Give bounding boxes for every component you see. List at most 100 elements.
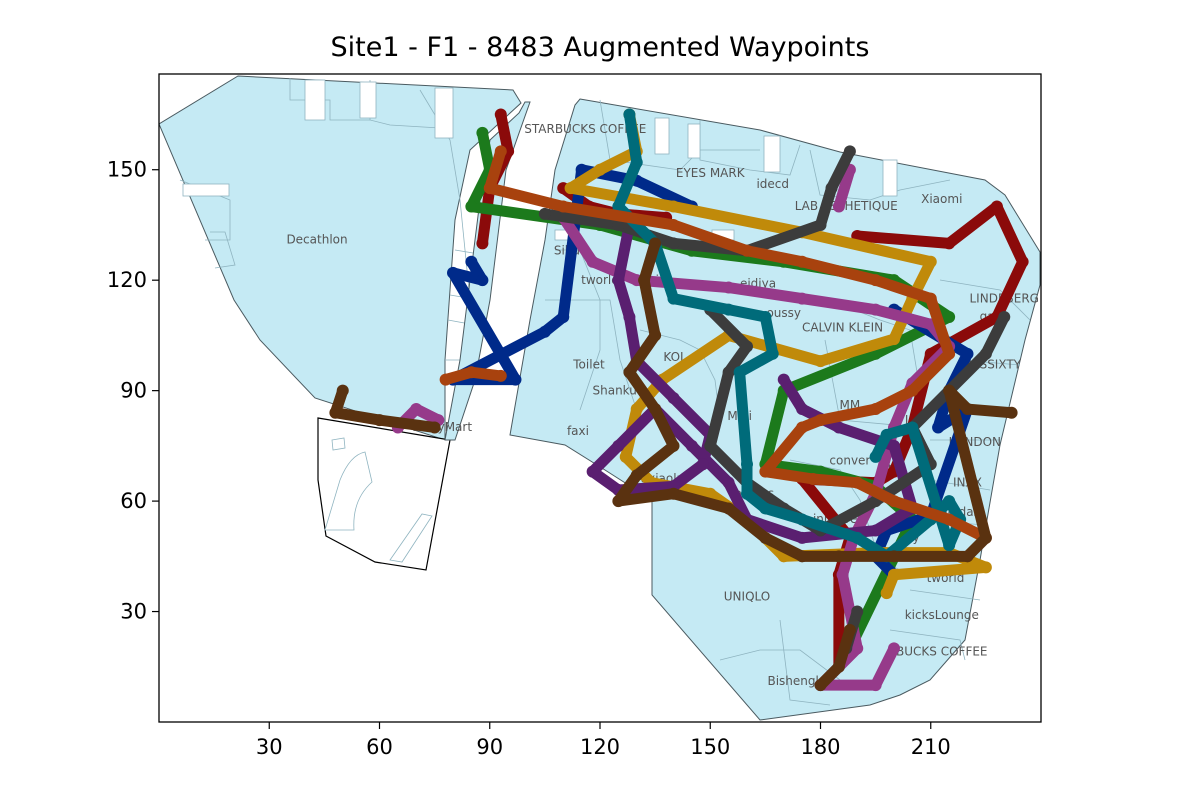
waypoint-point [943, 384, 956, 397]
waypoint-point [888, 568, 900, 581]
waypoint-point [796, 550, 809, 563]
waypoint-point [777, 373, 790, 386]
waypoint-point [667, 487, 680, 500]
y-tick-label: 150 [107, 158, 147, 182]
y-tick-label: 60 [120, 489, 147, 513]
x-tick-label: 150 [690, 735, 730, 759]
x-tick-label: 210 [911, 735, 951, 759]
waypoint-point [741, 458, 753, 471]
waypoint-point [494, 369, 507, 382]
waypoint-point [759, 502, 772, 515]
waypoint-point [722, 366, 735, 379]
waypoint-point [990, 200, 1003, 213]
waypoint-point [851, 605, 864, 618]
waypoint-series [612, 108, 967, 563]
waypoint-point [814, 414, 827, 427]
waypoint-point [575, 163, 588, 176]
waypoint-point [932, 421, 945, 434]
waypoint-point [476, 237, 489, 250]
waypoint-point [796, 403, 809, 416]
waypoint-series [329, 237, 1018, 692]
waypoint-point [623, 366, 636, 379]
x-axis-ticks: 30 60 90 120 150 180 210 [256, 722, 951, 759]
waypoint-point [979, 531, 992, 544]
waypoint-point [696, 458, 709, 471]
x-tick-label: 60 [366, 735, 393, 759]
waypoint-point [630, 469, 643, 482]
east-white-room-2 [687, 123, 701, 159]
waypoint-point [869, 403, 882, 416]
waypoint-point [439, 373, 452, 386]
waypoint-point [619, 450, 632, 463]
waypoint-point [888, 439, 900, 452]
store-label: kicksLounge [905, 608, 979, 622]
waypoint-point [851, 531, 864, 544]
store-label: Toilet [572, 358, 605, 372]
store-label: faxi [567, 424, 589, 438]
waypoint-point [998, 311, 1011, 323]
waypoint-point [564, 182, 577, 195]
x-tick-label: 30 [256, 735, 283, 759]
west-white-room-4 [182, 183, 230, 197]
store-label: LAB ESTHETIQUE [795, 199, 898, 213]
store-label: Bishengke [767, 674, 829, 688]
waypoint-point [880, 587, 893, 600]
waypoint-point [722, 476, 735, 489]
waypoint-point [722, 502, 735, 515]
waypoint-point [623, 108, 636, 121]
waypoint-point [843, 145, 856, 158]
waypoint-point [1005, 406, 1018, 419]
waypoint-point [943, 513, 956, 526]
waypoint-point [476, 126, 489, 139]
store-label: conver [829, 453, 870, 467]
waypoint-point [447, 266, 459, 279]
store-label: UNIQLO [724, 590, 770, 604]
waypoint-point [586, 255, 599, 268]
store-label: CALVIN KLEIN [802, 321, 883, 335]
waypoint-point [667, 237, 680, 250]
waypoint-point [557, 311, 570, 323]
waypoint-point [825, 182, 838, 195]
waypoint-point [1016, 255, 1029, 268]
waypoint-point [704, 439, 717, 452]
floor-small-square [331, 437, 346, 451]
store-label: Xiaomi [921, 192, 962, 206]
waypoint-point [667, 292, 680, 305]
waypoint-point [869, 679, 882, 692]
waypoint-point [796, 255, 809, 268]
waypoint-point [943, 495, 956, 508]
waypoint-point [667, 218, 680, 231]
waypoint-point [851, 642, 864, 655]
waypoint-point [483, 182, 496, 195]
waypoint-point [836, 568, 849, 581]
waypoint-point [630, 403, 643, 416]
waypoint-point [832, 200, 845, 213]
waypoint-point [509, 373, 522, 386]
waypoint-point [649, 237, 662, 250]
waypoint-point [869, 303, 882, 316]
waypoint-point [494, 108, 507, 121]
waypoint-point [759, 311, 772, 323]
y-axis-ticks: 30 60 90 120 150 [107, 158, 159, 624]
waypoint-point [741, 340, 753, 353]
y-tick-label: 30 [120, 600, 147, 624]
store-label: tworld [581, 273, 619, 287]
waypoint-traces [329, 108, 1029, 692]
waypoint-point [733, 366, 746, 379]
waypoint-point [373, 414, 386, 427]
waypoint-point [494, 145, 507, 158]
waypoint-point [465, 366, 478, 379]
waypoint-point [630, 156, 643, 169]
waypoint-point [869, 274, 882, 287]
waypoint-point [979, 561, 992, 574]
waypoint-point [638, 274, 651, 287]
east-white-room-4 [882, 159, 898, 197]
waypoint-point [880, 428, 893, 441]
waypoint-point [961, 403, 974, 416]
floor-curve-feature [324, 451, 373, 531]
y-tick-label: 120 [107, 268, 147, 292]
waypoint-point [722, 281, 735, 294]
waypoint-point [943, 539, 956, 552]
x-tick-label: 180 [800, 735, 840, 759]
